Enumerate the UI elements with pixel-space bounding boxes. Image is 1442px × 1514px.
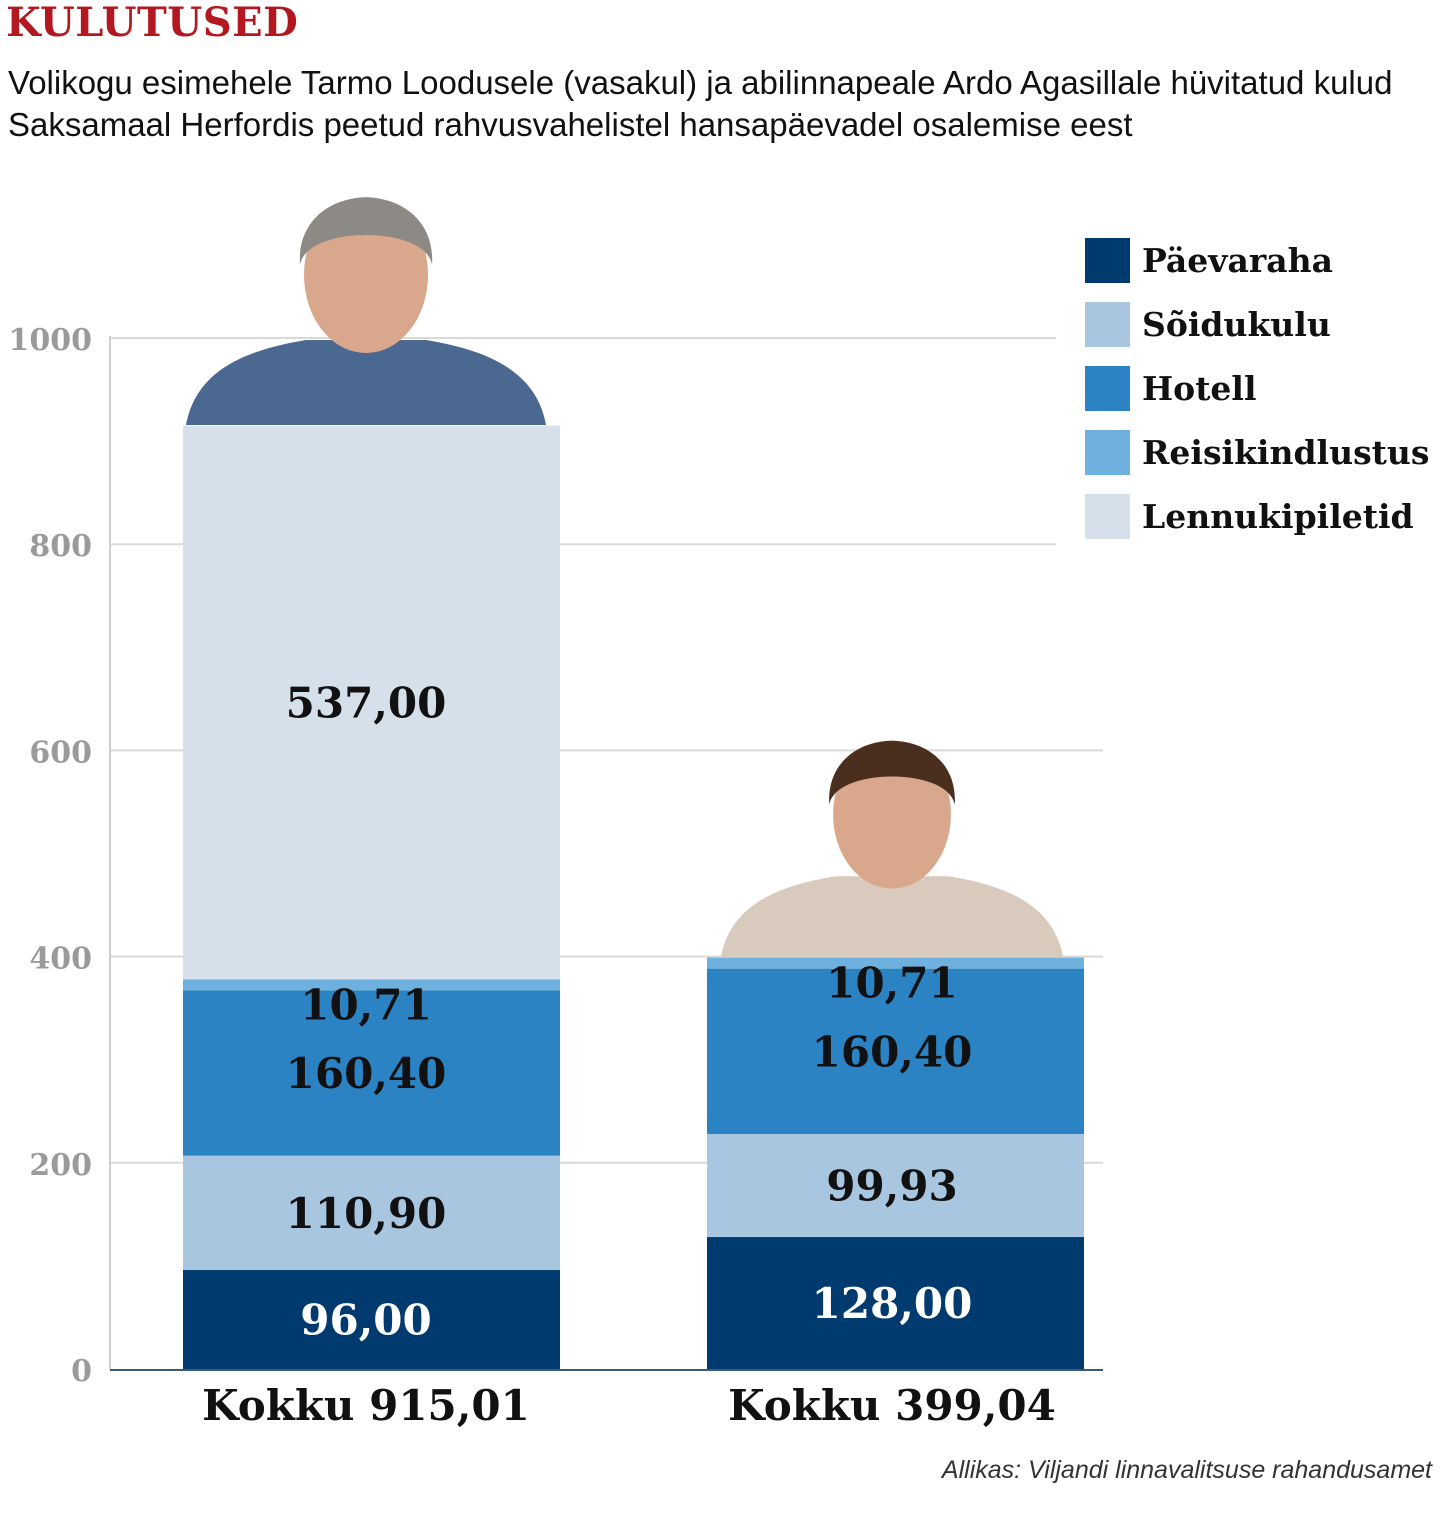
legend-label: Sõidukulu [1142,305,1331,344]
bar-segment-päevaraha [707,1237,1084,1369]
data-label: 96,00 [300,1296,432,1345]
data-label: 10,71 [826,959,958,1008]
y-tick-label: 400 [29,942,92,977]
y-tick-label: 200 [29,1148,92,1183]
bar-segment-sõidukulu [707,1134,1084,1238]
legend-label: Lennukipiletid [1142,497,1414,536]
data-label: 10,71 [300,980,432,1029]
portrait-hair [299,197,433,265]
portrait-photo-icon [721,740,1063,957]
y-tick-label: 800 [29,529,92,564]
y-tick-label: 600 [29,735,92,770]
portrait-photo-icon [186,197,546,425]
bar-segment-reisikindlustus [183,979,560,991]
source-note: Allikas: Viljandi linnavalitsuse rahandu… [941,1456,1432,1484]
legend-label: Reisikindlustus [1142,433,1430,472]
portrait-shoulders [186,340,546,425]
chart-kicker-title: KULUTUSED [6,0,299,46]
legend-swatch [1085,366,1130,411]
bar-segment-reisikindlustus [707,957,1084,969]
y-tick-label: 0 [71,1354,92,1389]
legend-label: Päevaraha [1142,241,1334,280]
bar-segment-lennukipiletid [183,425,560,980]
legend-swatch [1085,302,1130,347]
category-total-label: Kokku 399,04 [728,1381,1056,1430]
chart-subtitle: Volikogu esimehele Tarmo Loodusele (vasa… [8,64,1393,143]
data-label: 110,90 [286,1189,447,1238]
legend-swatch [1085,494,1130,539]
portrait-hair [829,740,955,805]
bar-segment-sõidukulu [183,1155,560,1271]
data-label: 160,40 [812,1027,973,1076]
bar-segment-päevaraha [183,1270,560,1369]
y-tick-label: 1000 [9,323,93,358]
legend-label: Hotell [1142,369,1257,408]
portrait-shoulders [721,876,1063,957]
data-label: 128,00 [812,1279,973,1328]
category-total-label: Kokku 915,01 [202,1381,530,1430]
legend-swatch [1085,430,1130,475]
bar-segment-hotell [707,968,1084,1135]
data-label: 537,00 [286,678,447,727]
bar-segment-hotell [183,990,560,1156]
data-label: 160,40 [286,1049,447,1098]
data-label: 99,93 [826,1162,958,1211]
legend-swatch [1085,238,1130,283]
